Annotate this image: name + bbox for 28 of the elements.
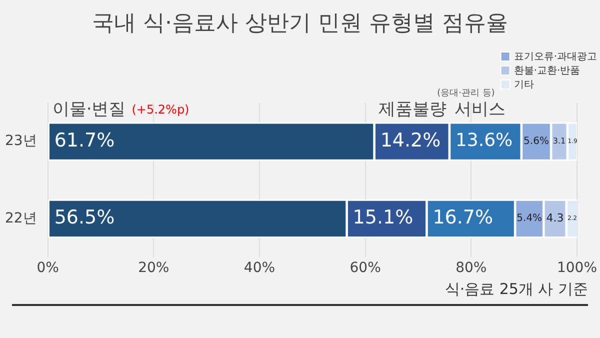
x-tick-label: 0%: [36, 260, 59, 276]
text: (응대·관리 등): [437, 88, 495, 99]
data-label: 4.3: [546, 212, 564, 225]
chart-title: 국내 식·음료사 상반기 민원 유형별 점유율: [91, 10, 509, 38]
x-tick-label: 60%: [350, 260, 381, 276]
data-label: 16.7%: [432, 206, 494, 229]
data-label: 56.5%: [54, 206, 115, 229]
series-label: 이물·변질: [52, 100, 126, 120]
data-label: 5.6%: [524, 136, 549, 148]
legend-label: 기타: [514, 80, 534, 91]
y-tick-label: 22년: [4, 210, 37, 226]
x-tick-label: 40%: [244, 260, 276, 276]
y-tick-label: 23년: [4, 133, 37, 150]
x-tick-label: 80%: [456, 260, 487, 276]
text: 식·음료 25개 사 기준: [444, 280, 588, 299]
series-label: 서비스: [454, 100, 506, 120]
data-label: 15.1%: [352, 206, 414, 229]
series-label: 제품불량: [378, 100, 446, 120]
data-label: 5.4%: [516, 213, 542, 224]
legend-label: 환불·교환·반품: [514, 66, 580, 77]
data-label: 13.6%: [455, 130, 513, 152]
annotation: (+5.2%p): [132, 102, 190, 117]
data-label: 14.2%: [380, 129, 441, 152]
data-label: 3.1: [552, 136, 566, 146]
x-tick-label: 20%: [138, 260, 170, 276]
x-tick-label: 100%: [556, 260, 598, 276]
legend-label: 표기오류·과대광고: [514, 52, 598, 63]
data-label: 61.7%: [54, 129, 115, 152]
